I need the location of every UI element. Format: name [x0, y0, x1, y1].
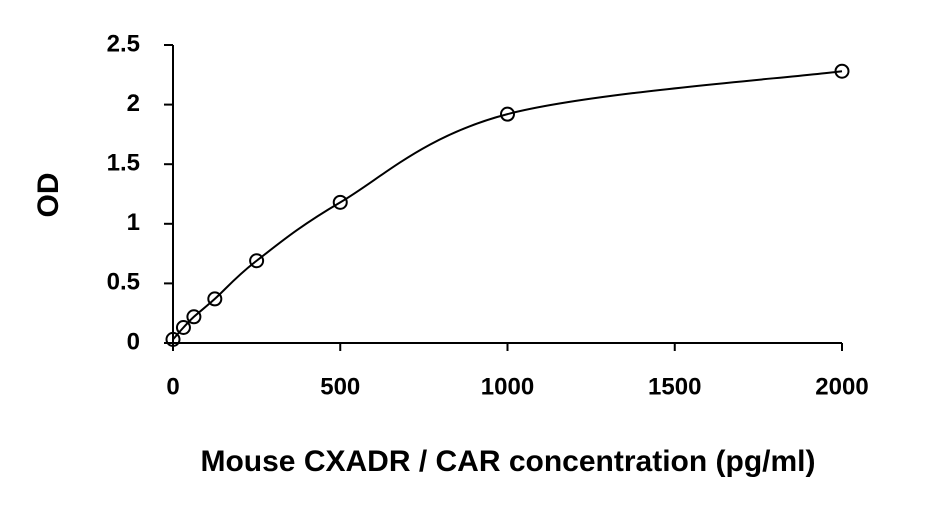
fit-curve — [172, 70, 843, 341]
data-point — [249, 253, 265, 269]
y-tick-label: 1.5 — [107, 150, 140, 177]
data-point — [186, 309, 202, 325]
y-tick-label: 0 — [127, 328, 140, 355]
x-axis-title: Mouse CXADR / CAR concentration (pg/ml) — [200, 445, 815, 478]
y-tick-label: 1 — [127, 209, 140, 236]
data-point — [834, 63, 850, 79]
data-point — [207, 291, 223, 307]
y-tick-label: 2.5 — [107, 30, 140, 57]
data-point — [175, 320, 191, 336]
x-tick-label: 500 — [320, 373, 360, 400]
x-tick-label: 1500 — [648, 373, 701, 400]
y-axis-title: OD — [32, 173, 65, 218]
data-point — [332, 194, 348, 210]
y-tick-label: 2 — [127, 90, 140, 117]
data-point — [165, 331, 181, 347]
data-point — [500, 106, 515, 122]
x-tick-label: 1000 — [481, 373, 534, 400]
y-tick-label: 0.5 — [107, 269, 140, 296]
x-tick-label: 2000 — [815, 373, 868, 400]
x-tick-label: 0 — [166, 373, 179, 400]
